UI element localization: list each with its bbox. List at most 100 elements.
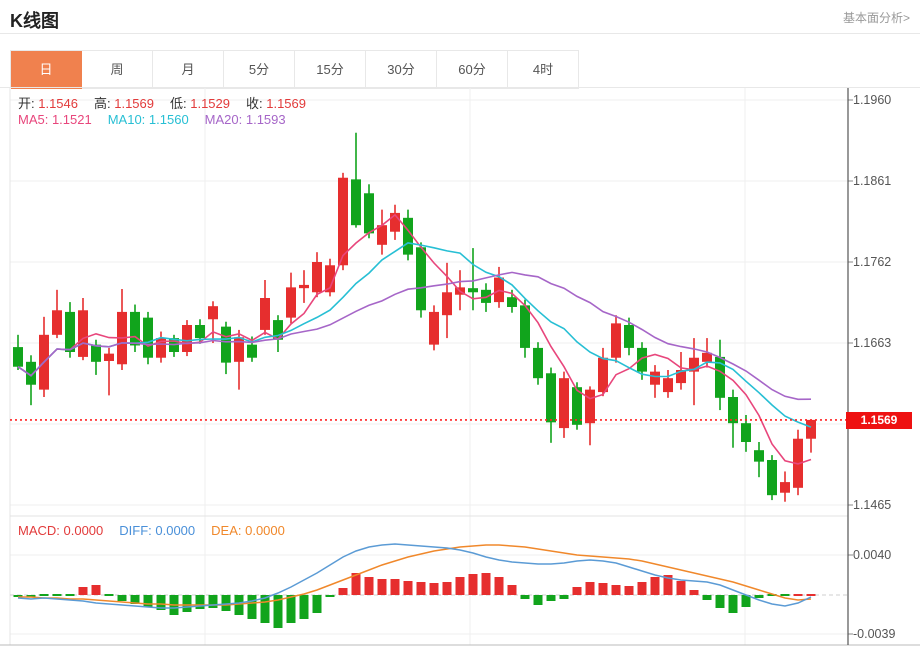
candle-down bbox=[741, 423, 751, 442]
macd-lines bbox=[17, 543, 812, 609]
ma-legend-item: MA5: 1.1521 bbox=[18, 112, 92, 127]
price-axis-label: 1.1663 bbox=[853, 336, 892, 350]
ma5-line bbox=[17, 213, 812, 465]
candle-up bbox=[559, 378, 569, 429]
ma-legend-item: MA10: 1.1560 bbox=[107, 112, 189, 127]
macd-bar bbox=[156, 595, 166, 610]
candle-down bbox=[143, 317, 153, 358]
candle-down bbox=[767, 460, 777, 496]
page-header: K线图 基本面分析> bbox=[0, 0, 920, 34]
macd-bar bbox=[806, 594, 816, 596]
candle-up bbox=[325, 265, 335, 293]
current-price-tag: 1.1569 bbox=[846, 411, 912, 429]
tab-5分[interactable]: 5分 bbox=[224, 51, 295, 89]
macd-bar bbox=[507, 585, 517, 595]
candle-up bbox=[429, 311, 439, 345]
fundamental-analysis-link[interactable]: 基本面分析> bbox=[842, 11, 910, 25]
candle-down bbox=[247, 344, 257, 358]
tab-周[interactable]: 周 bbox=[82, 51, 153, 89]
macd-axis-label: 0.0040 bbox=[853, 548, 892, 562]
candle-down bbox=[546, 373, 556, 423]
candle-up bbox=[780, 482, 790, 493]
candle-up bbox=[286, 287, 296, 318]
macd-bar bbox=[273, 595, 283, 628]
tab-4时[interactable]: 4时 bbox=[508, 51, 579, 89]
macd-bar bbox=[663, 575, 673, 595]
macd-bar bbox=[676, 581, 686, 595]
candle-down bbox=[26, 361, 36, 385]
macd-bar bbox=[468, 574, 478, 595]
candle-up bbox=[390, 212, 400, 232]
grid-lines bbox=[0, 88, 920, 646]
macd-bar bbox=[286, 595, 296, 623]
tab-30分[interactable]: 30分 bbox=[366, 51, 437, 89]
price-axis-label: 1.1960 bbox=[853, 93, 892, 107]
macd-bar bbox=[559, 595, 569, 599]
macd-bar bbox=[598, 583, 608, 595]
page-title: K线图 bbox=[10, 11, 59, 31]
macd-bar bbox=[351, 573, 361, 595]
candle-down bbox=[572, 387, 582, 425]
candle-up bbox=[689, 357, 699, 372]
dea-line bbox=[18, 544, 812, 606]
macd-bar bbox=[195, 595, 205, 609]
tab-月[interactable]: 月 bbox=[153, 51, 224, 89]
macd-bar bbox=[624, 586, 634, 595]
macd-bar bbox=[208, 595, 218, 608]
macd-bar bbox=[325, 595, 335, 597]
candle-down bbox=[364, 193, 374, 234]
macd-bar bbox=[338, 588, 348, 595]
tab-60分[interactable]: 60分 bbox=[437, 51, 508, 89]
macd-bar bbox=[481, 573, 491, 595]
kline-svg[interactable] bbox=[0, 88, 920, 648]
chart-area[interactable] bbox=[0, 88, 920, 648]
ohlc-legend-item: 低: 1.1529 bbox=[170, 96, 230, 111]
macd-bar bbox=[494, 577, 504, 595]
candle-up bbox=[598, 357, 608, 393]
candle-down bbox=[65, 311, 75, 352]
candle-up bbox=[611, 323, 621, 358]
macd-bar bbox=[767, 594, 777, 596]
macd-bar bbox=[403, 581, 413, 595]
period-tab-bar: 日周月 5分 15分 30分 60分 4时 bbox=[10, 50, 579, 89]
macd-bar bbox=[585, 582, 595, 595]
macd-bar bbox=[572, 587, 582, 595]
candle-down bbox=[533, 347, 543, 379]
candles-group bbox=[13, 132, 816, 502]
candle-down bbox=[637, 347, 647, 372]
macd-legend: MACD: 0.0000 DIFF: 0.0000 DEA: 0.0000 bbox=[18, 523, 301, 538]
candle-up bbox=[442, 292, 452, 316]
candle-up bbox=[299, 284, 309, 289]
macd-bar bbox=[13, 595, 23, 597]
ma10-line bbox=[17, 242, 812, 428]
candle-down bbox=[91, 344, 101, 362]
candle-up bbox=[234, 337, 244, 362]
macd-bar bbox=[416, 582, 426, 595]
candle-up bbox=[156, 338, 166, 358]
macd-bar bbox=[299, 595, 309, 619]
macd-bar bbox=[702, 595, 712, 600]
candle-up bbox=[312, 262, 322, 293]
candle-down bbox=[416, 247, 426, 311]
candle-up bbox=[377, 225, 387, 245]
macd-bar bbox=[780, 594, 790, 596]
ma-legend-item: MA20: 1.1593 bbox=[204, 112, 286, 127]
candle-up bbox=[52, 310, 62, 335]
macd-bar bbox=[182, 595, 192, 612]
macd-bar bbox=[39, 594, 49, 596]
tab-日[interactable]: 日 bbox=[11, 51, 82, 89]
candle-down bbox=[715, 356, 725, 398]
candle-up bbox=[260, 298, 270, 330]
ma20-line bbox=[17, 271, 812, 401]
macd-bar bbox=[234, 595, 244, 615]
macd-bar bbox=[260, 595, 270, 623]
candle-down bbox=[624, 325, 634, 348]
macd-bar bbox=[442, 582, 452, 595]
macd-bar bbox=[26, 595, 36, 597]
candle-up bbox=[676, 370, 686, 384]
diff-line bbox=[17, 543, 812, 609]
tab-15分[interactable]: 15分 bbox=[295, 51, 366, 89]
macd-bar bbox=[546, 595, 556, 601]
macd-bar bbox=[611, 585, 621, 595]
macd-histogram bbox=[13, 573, 816, 628]
